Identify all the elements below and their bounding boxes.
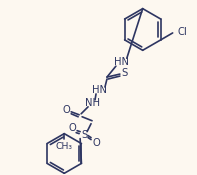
Text: CH₃: CH₃	[56, 142, 73, 150]
Text: Cl: Cl	[178, 27, 187, 37]
Text: HN: HN	[114, 57, 129, 67]
Text: O: O	[62, 105, 70, 115]
Text: O: O	[92, 138, 100, 148]
Text: O: O	[68, 123, 76, 133]
Text: S: S	[122, 68, 128, 78]
Text: S: S	[81, 130, 87, 140]
Text: HN: HN	[92, 85, 108, 95]
Text: NH: NH	[85, 98, 99, 108]
